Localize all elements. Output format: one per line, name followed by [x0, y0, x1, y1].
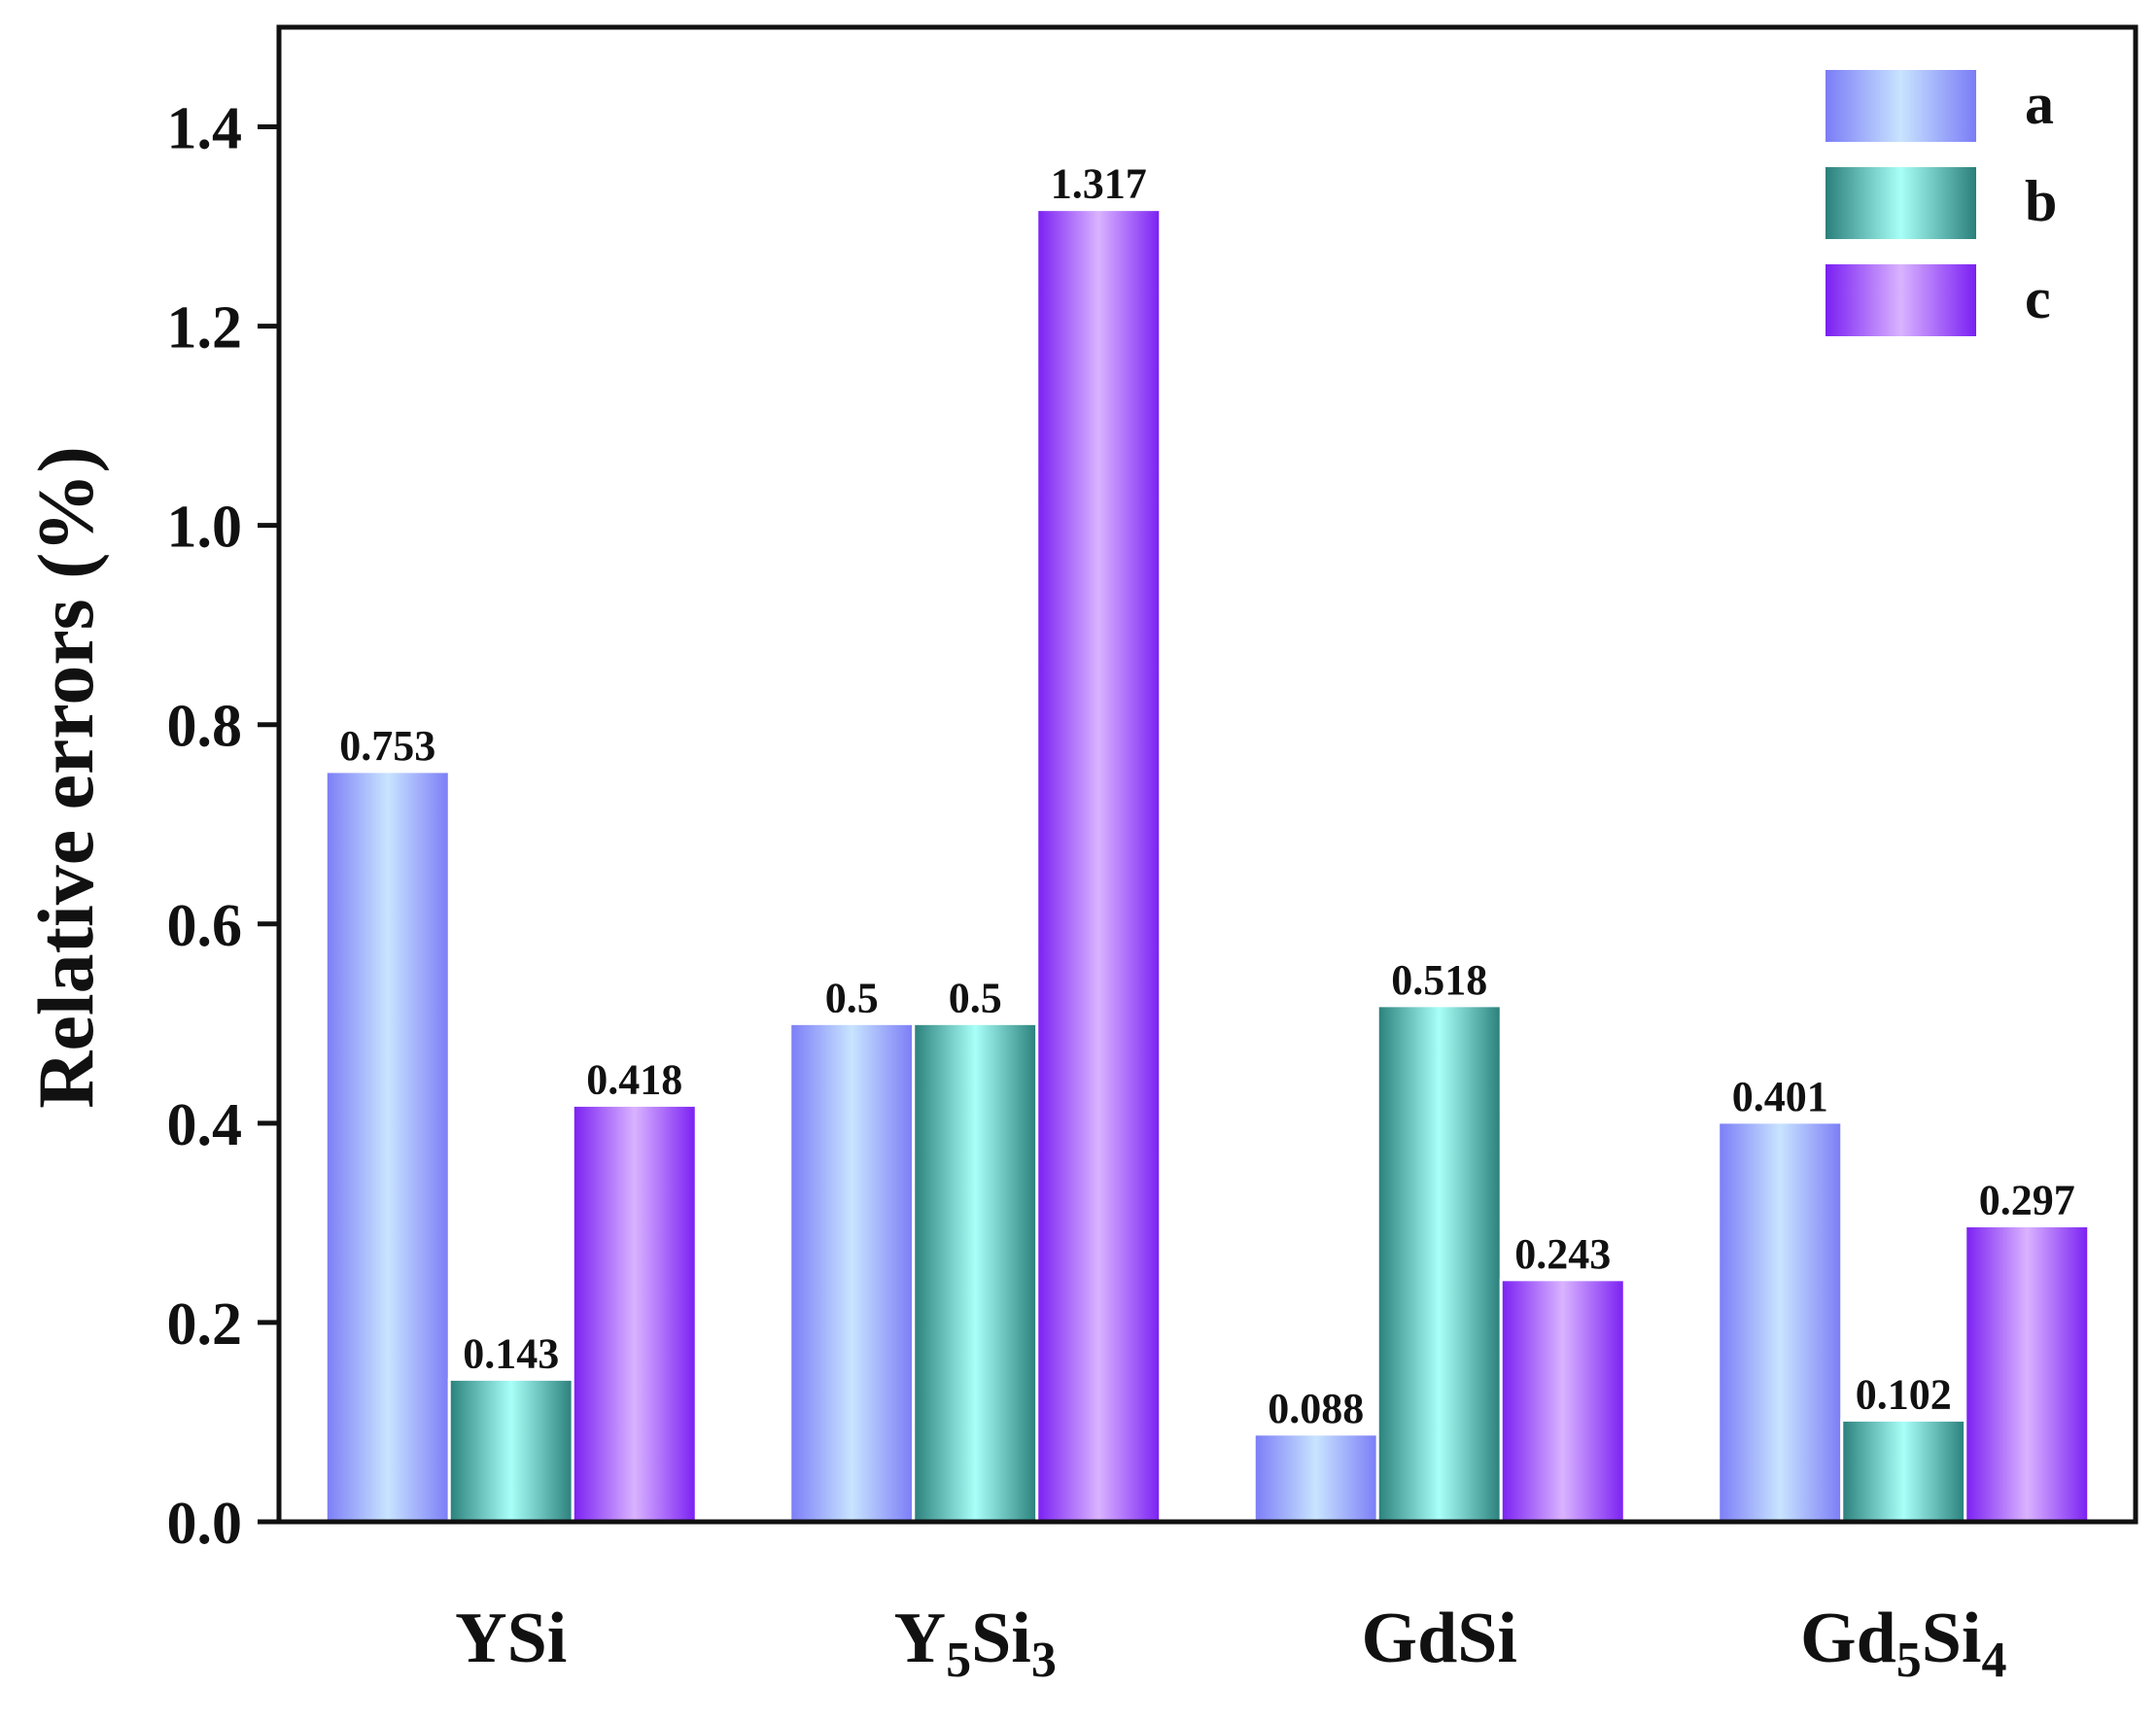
bar-value-label: 0.518	[1391, 956, 1487, 1004]
bar-value-label: 0.102	[1856, 1370, 1952, 1418]
y-tick-label: 1.2	[167, 295, 243, 361]
bar-b	[447, 1377, 574, 1524]
bar-value-label: 0.243	[1514, 1230, 1611, 1278]
y-tick-label: 0.8	[167, 694, 243, 760]
bar-b	[1840, 1418, 1967, 1524]
x-category-label: YSi	[455, 1599, 567, 1678]
bar-value-label: 0.5	[949, 974, 1002, 1021]
bar-a	[1717, 1120, 1844, 1524]
bar-labels-group: 0.753 0.143 0.418 0.5 0.5 1.317 0.088 0.518 0.24…	[339, 160, 2075, 1432]
bars-group	[324, 208, 2091, 1524]
y-tick-label: 1.4	[167, 96, 243, 162]
x-category-label: GdSi	[1362, 1599, 1517, 1678]
bar-b	[912, 1021, 1039, 1524]
bar-value-label: 1.317	[1051, 160, 1147, 208]
y-tick-label: 0.6	[167, 893, 243, 959]
bar-value-label: 0.297	[1979, 1176, 2075, 1223]
y-axis-label: Relative errors (%)	[21, 446, 110, 1109]
bar-value-label: 0.088	[1268, 1385, 1364, 1432]
bar-value-label: 0.5	[825, 974, 879, 1021]
bar-c	[1499, 1278, 1626, 1524]
bar-c	[571, 1103, 698, 1524]
bar-a	[324, 770, 451, 1524]
y-axis: 0.0 0.2 0.4 0.6 0.8 1.0 1.2 1.4	[167, 96, 279, 1557]
bar-a	[1252, 1432, 1379, 1524]
bar-c	[1035, 208, 1163, 1524]
legend-label-b: b	[2025, 169, 2057, 233]
legend-swatch-a	[1826, 70, 1976, 142]
x-category-label: Y5Si3	[894, 1599, 1057, 1688]
legend-label-a: a	[2025, 72, 2054, 136]
legend-swatch-c	[1826, 264, 1976, 336]
x-axis: YSi Y5Si3 GdSi Gd5Si4	[455, 1599, 2006, 1688]
bar-value-label: 0.143	[463, 1329, 559, 1377]
bar-value-label: 0.753	[339, 722, 435, 770]
plot-frame	[276, 24, 2139, 1525]
legend-label-c: c	[2025, 266, 2051, 330]
y-tick-label: 0.4	[167, 1092, 243, 1158]
bar-value-label: 0.418	[586, 1055, 682, 1103]
bar-a	[788, 1021, 916, 1524]
bar-b	[1375, 1004, 1503, 1524]
legend: abc	[1826, 70, 2057, 336]
legend-swatch-b	[1826, 167, 1976, 239]
bar-c	[1964, 1223, 2091, 1524]
x-category-label: Gd5Si4	[1800, 1599, 2006, 1688]
y-tick-label: 0.2	[167, 1291, 243, 1358]
bar-value-label: 0.401	[1732, 1073, 1828, 1120]
y-tick-label: 1.0	[167, 495, 243, 561]
y-tick-label: 0.0	[167, 1491, 243, 1557]
